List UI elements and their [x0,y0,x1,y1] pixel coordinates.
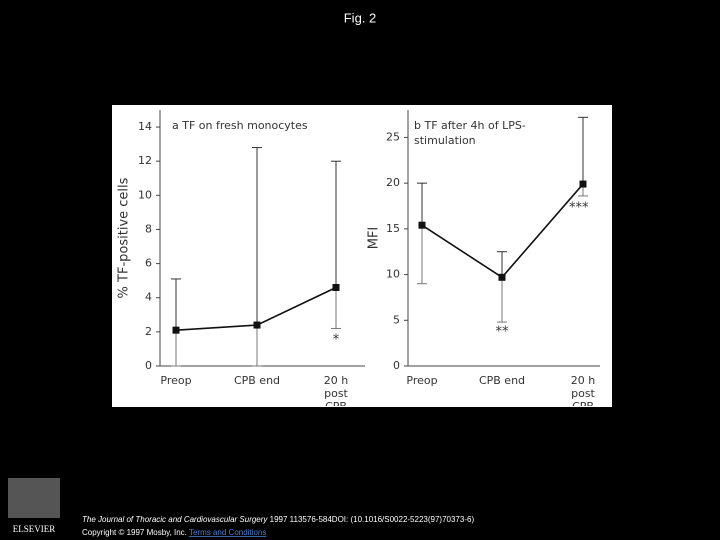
terms-link[interactable]: Terms and Conditions [189,528,266,537]
copyright: Copyright © 1997 Mosby, Inc. [82,528,187,537]
x-tick-label: CPB end [478,374,526,387]
y-tick-label: 6 [145,257,152,270]
annotation: ** [496,325,510,340]
y-tick-label: 15 [386,222,400,235]
y-axis-label: MFI [367,227,382,250]
chart-title: a TF on fresh monocytes [172,119,308,132]
x-tick-label-box: CPB end [233,374,281,387]
figure-background [112,105,612,407]
logo-image [8,478,60,518]
slide-title: Fig. 2 [344,10,377,25]
data-point [332,283,340,291]
x-tick-label: Preop [160,374,192,387]
y-tick-label: 12 [138,154,152,167]
y-tick-label: 4 [145,291,152,304]
journal: The Journal of Thoracic and Cardiovascul… [82,515,268,524]
y-tick-label: 8 [145,222,152,235]
data-point [579,180,587,188]
y-tick-label: 10 [138,188,152,201]
x-tick-label-box: Preop [406,374,438,387]
y-axis-label: % TF-positive cells [117,177,132,298]
logo-text: ELSEVIER [13,524,56,534]
data-point [418,221,426,229]
x-tick-label-box: CPB end [478,374,526,387]
y-tick-label: 5 [393,313,400,326]
y-tick-label: 25 [386,130,400,143]
data-point [498,273,506,281]
y-tick-label: 2 [145,325,152,338]
x-tick-label: 20 h post CPB [570,374,596,406]
citation: The Journal of Thoracic and Cardiovascul… [82,515,474,524]
y-tick-label: 0 [393,359,400,372]
annotation: *** [569,201,589,216]
x-tick-label: CPB end [233,374,281,387]
y-tick-label: 0 [145,359,152,372]
annotation: * [333,333,340,348]
x-tick-label-box: 20 h post CPB [323,374,349,406]
x-tick-label-box: Preop [160,374,192,387]
x-tick-label-box: 20 h post CPB [570,374,596,406]
citation-detail: 1997 113576-584DOI: (10.1016/S0022-5223(… [270,515,475,524]
chart-title-box: b TF after 4h of LPS-stimulation [414,119,526,147]
copyright-line: Copyright © 1997 Mosby, Inc. Terms and C… [82,528,266,537]
y-tick-label: 14 [138,120,152,133]
data-point [253,321,261,329]
charts: 0 2 4 6 8 10 12 14 % TF-positive cells a TF on fr… [117,110,600,406]
data-point [172,326,180,334]
y-tick-label: 20 [386,176,400,189]
x-tick-label: 20 h post CPB [323,374,349,406]
chart-title: b TF after 4h of LPS-stimulation [414,119,526,147]
x-tick-label: Preop [406,374,438,387]
y-tick-label: 10 [386,268,400,281]
